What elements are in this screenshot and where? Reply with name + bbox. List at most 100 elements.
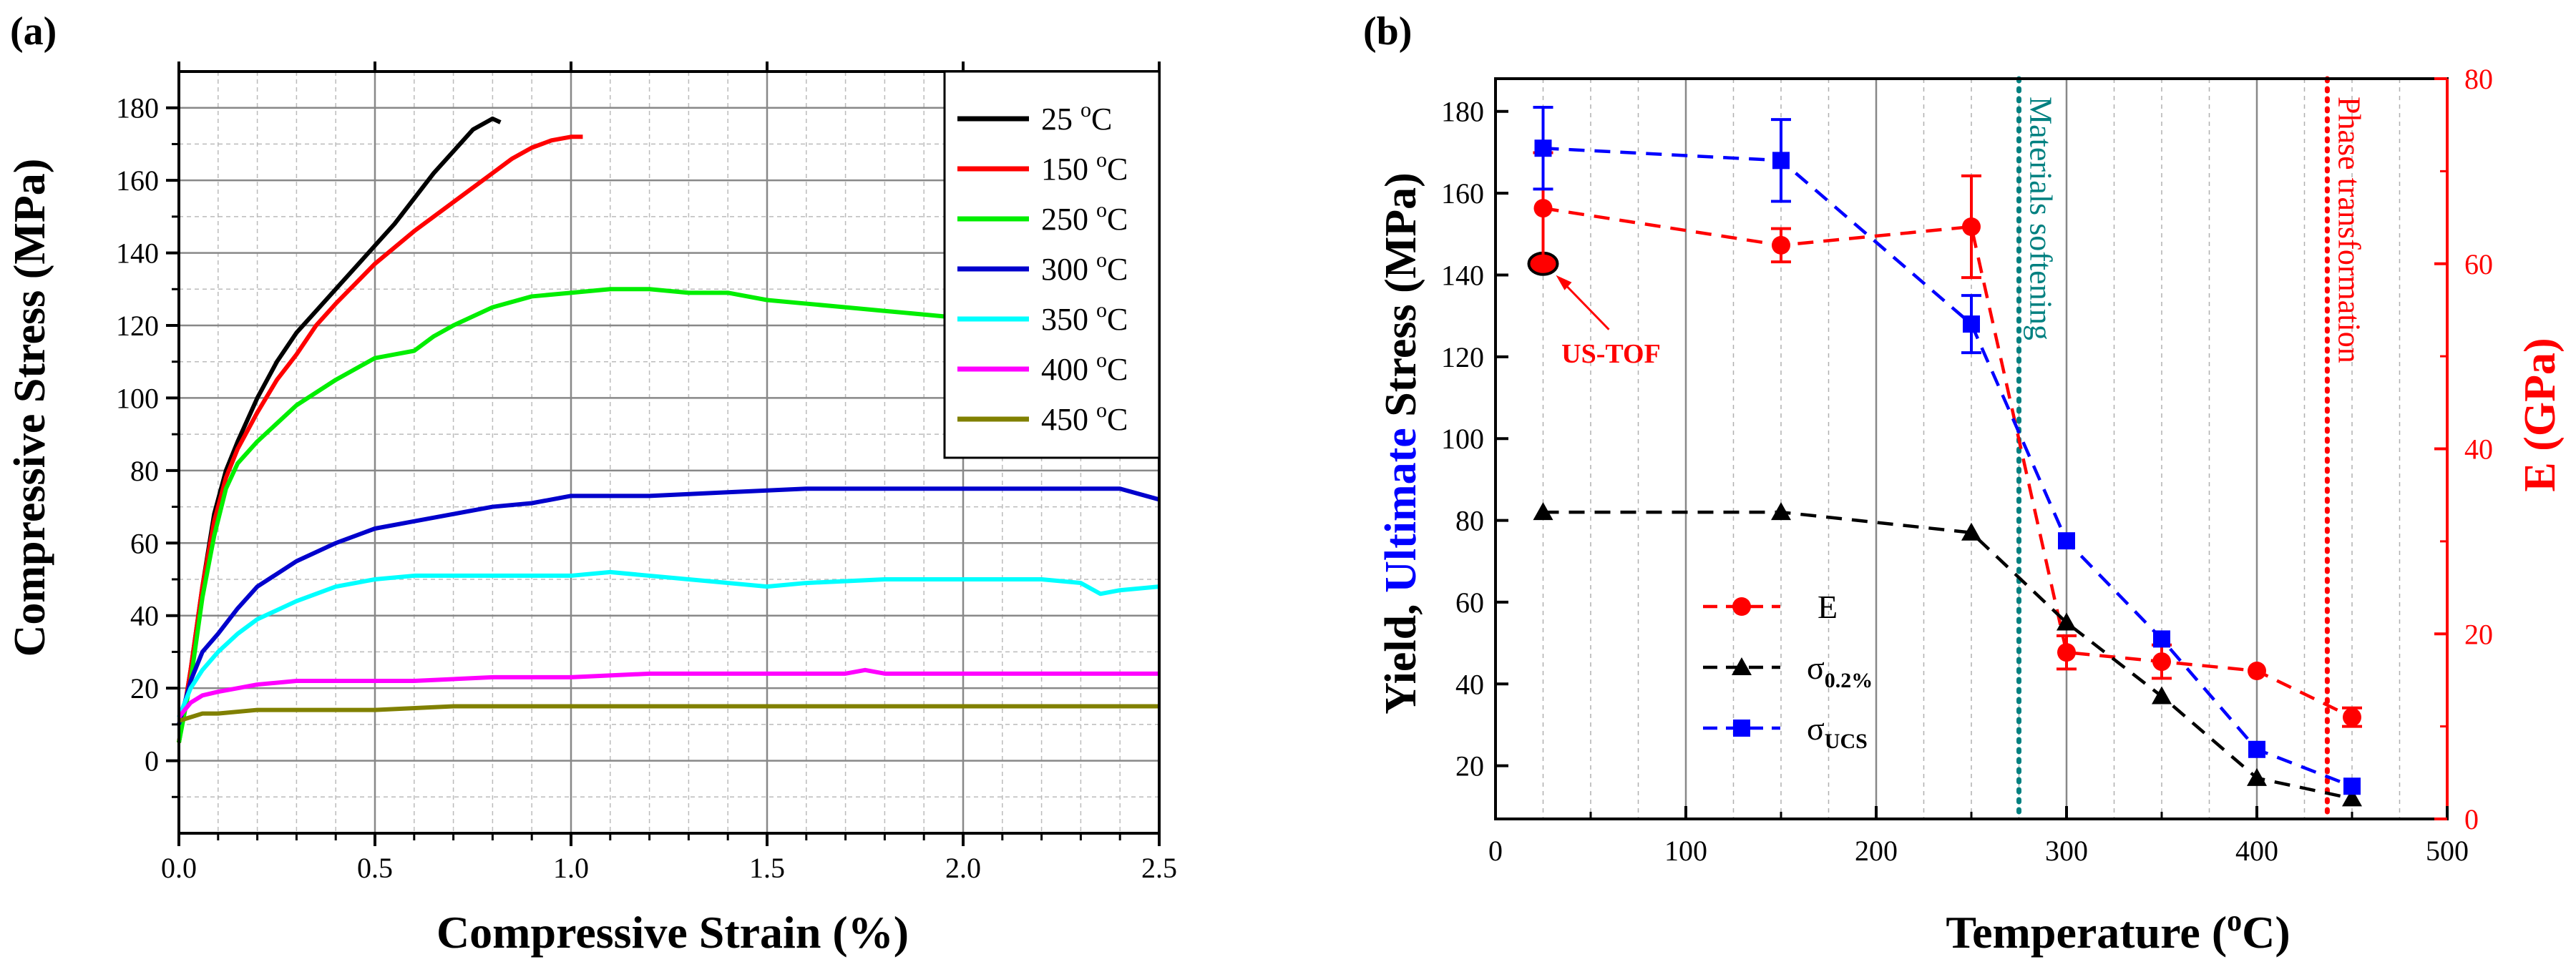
data-point-E — [1772, 235, 1790, 255]
legend-degree-sup: o — [1096, 198, 1107, 222]
legend-degree-sup: o — [1096, 298, 1107, 322]
legend-temp-value: 25 — [1041, 102, 1080, 137]
y-tick-label: 180 — [116, 92, 159, 124]
series-line-300C — [177, 486, 1160, 725]
y-tick-label: 100 — [116, 382, 159, 414]
legend-unit: C — [1107, 302, 1128, 337]
data-point-yield — [2057, 612, 2077, 631]
panel-b-xlabel-end: C) — [2242, 907, 2290, 958]
panel-b-legend: Eσ0.2%σUCS — [1703, 589, 1873, 753]
data-point-ucs — [1963, 315, 1980, 333]
y-tick-label: 20 — [130, 672, 159, 705]
legend-temp-value: 300 — [1041, 252, 1096, 287]
y-tick-label: 100 — [1441, 423, 1484, 455]
panel-b-annotations: Materials softening Phase transformation U… — [1527, 76, 2366, 822]
y-tick-label: 140 — [1441, 259, 1484, 291]
data-point-E — [2343, 707, 2361, 727]
legend-box — [943, 70, 1161, 459]
data-point-yield — [1533, 502, 1553, 521]
series-line-350C — [177, 569, 1160, 718]
y2-tick-label: 80 — [2464, 63, 2493, 95]
panel-b-ylabel-part-3: Stress (MPa) — [1377, 172, 1425, 428]
y-tick-label: 60 — [1455, 586, 1484, 619]
legend-temp-value: 250 — [1041, 202, 1096, 237]
y-tick-label: 60 — [130, 527, 159, 559]
panel-b-right-axis-title: E (GPa) — [2516, 338, 2565, 491]
panel-b-series — [1533, 106, 2362, 807]
data-point-E — [1962, 217, 1981, 236]
legend-unit: C — [1107, 402, 1128, 437]
legend-marker — [1732, 597, 1751, 616]
panel-b-axes: 0 100 200 300 400 500 20 40 60 80 100 120 140 160 180 0… — [1441, 63, 2493, 867]
panel-b-xlabel-superscript: o — [2227, 905, 2242, 938]
series-line-450C — [178, 704, 1159, 723]
legend-unit: C — [1107, 252, 1128, 287]
us-tof-label: US-TOF — [1561, 339, 1661, 369]
legend-degree-sup: o — [1096, 148, 1107, 172]
legend-entry: σUCS — [1807, 710, 1868, 753]
x-tick-label: 1.0 — [553, 852, 589, 884]
legend-unit: C — [1107, 352, 1128, 387]
y2-tick-label: 20 — [2464, 618, 2493, 650]
x-tick-label: 0.5 — [357, 852, 393, 884]
legend-degree-sup: o — [1096, 398, 1107, 422]
data-point-E — [2152, 652, 2171, 672]
y-tick-label: 180 — [1441, 96, 1484, 128]
x-tick-label: 500 — [2426, 835, 2469, 867]
legend-temp-value: 350 — [1041, 302, 1096, 337]
legend-degree-sup: o — [1080, 98, 1091, 122]
y-tick-label: 120 — [116, 310, 159, 342]
data-point-yield — [1961, 522, 1981, 541]
panel-a-y-axis-title: Compressive Stress (MPa) — [6, 159, 54, 657]
legend-unit: C — [1107, 152, 1128, 187]
legend-text: σ — [1807, 710, 1825, 747]
y2-tick-label: 60 — [2464, 248, 2493, 280]
data-point-ucs — [1772, 152, 1790, 170]
legend-temp-value: 150 — [1041, 152, 1096, 187]
series-line-400C — [177, 667, 1159, 719]
data-point-ucs — [2058, 532, 2075, 550]
x-tick-label: 400 — [2235, 835, 2278, 867]
data-point-yield — [1771, 502, 1791, 521]
series-line-250C — [177, 287, 983, 743]
data-point-E — [1533, 199, 1553, 218]
x-tick-label: 0.0 — [161, 852, 197, 884]
data-point-ucs — [2343, 777, 2361, 795]
legend-entry: 350 oC — [1041, 298, 1128, 337]
x-tick-label: 2.5 — [1141, 852, 1177, 884]
data-point-E — [2057, 643, 2076, 662]
phase-transformation-label: Phase transformation — [2331, 97, 2366, 363]
materials-softening-label: Materials softening — [2024, 97, 2059, 340]
x-tick-label: 300 — [2045, 835, 2088, 867]
panel-b-ylabel-part-1: Yield, — [1377, 593, 1425, 715]
y-tick-label: 40 — [1455, 668, 1484, 700]
legend-entry: 150 oC — [1041, 148, 1128, 187]
panel-b-label: (b) — [1363, 9, 1412, 54]
y-tick-label: 0 — [145, 745, 159, 777]
x-tick-label: 2.0 — [945, 852, 981, 884]
x-tick-label: 100 — [1664, 835, 1707, 867]
legend-degree-sup: o — [1096, 348, 1107, 372]
series-line-25C — [177, 116, 502, 743]
y-tick-label: 160 — [1441, 177, 1484, 210]
y-tick-label: 120 — [1441, 341, 1484, 373]
y-tick-label: 20 — [1455, 750, 1484, 782]
legend-entry: 300 oC — [1041, 248, 1128, 287]
legend-marker — [1733, 720, 1750, 737]
legend-temp-value: 400 — [1041, 352, 1096, 387]
legend-entry: 25 oC — [1041, 98, 1112, 137]
x-tick-label: 1.5 — [749, 852, 785, 884]
legend-unit: C — [1107, 202, 1128, 237]
x-tick-label: 200 — [1855, 835, 1898, 867]
legend-degree-sup: o — [1096, 248, 1107, 272]
legend-temp-value: 450 — [1041, 402, 1096, 437]
panel-b-xlabel-main: Temperature ( — [1946, 907, 2227, 958]
y-tick-label: 140 — [116, 237, 159, 270]
legend-subscript: UCS — [1825, 730, 1868, 753]
legend-marker — [1732, 657, 1752, 675]
y2-tick-label: 0 — [2464, 803, 2479, 835]
y-tick-label: 40 — [130, 600, 159, 632]
legend-text: σ — [1807, 649, 1825, 686]
legend-subscript: 0.2% — [1825, 669, 1873, 692]
